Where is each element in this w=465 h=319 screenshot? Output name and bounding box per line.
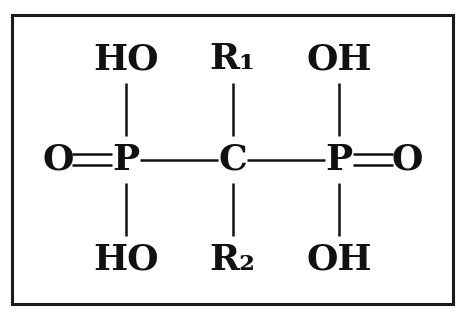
Text: R₁: R₁ [210, 42, 255, 76]
Text: O: O [42, 143, 74, 176]
Text: OH: OH [306, 42, 372, 76]
Text: P: P [326, 143, 352, 176]
Text: P: P [113, 143, 140, 176]
Text: R₂: R₂ [210, 243, 255, 277]
Text: O: O [391, 143, 423, 176]
Text: HO: HO [93, 243, 159, 277]
Text: C: C [218, 143, 247, 176]
Text: HO: HO [93, 42, 159, 76]
Text: OH: OH [306, 243, 372, 277]
